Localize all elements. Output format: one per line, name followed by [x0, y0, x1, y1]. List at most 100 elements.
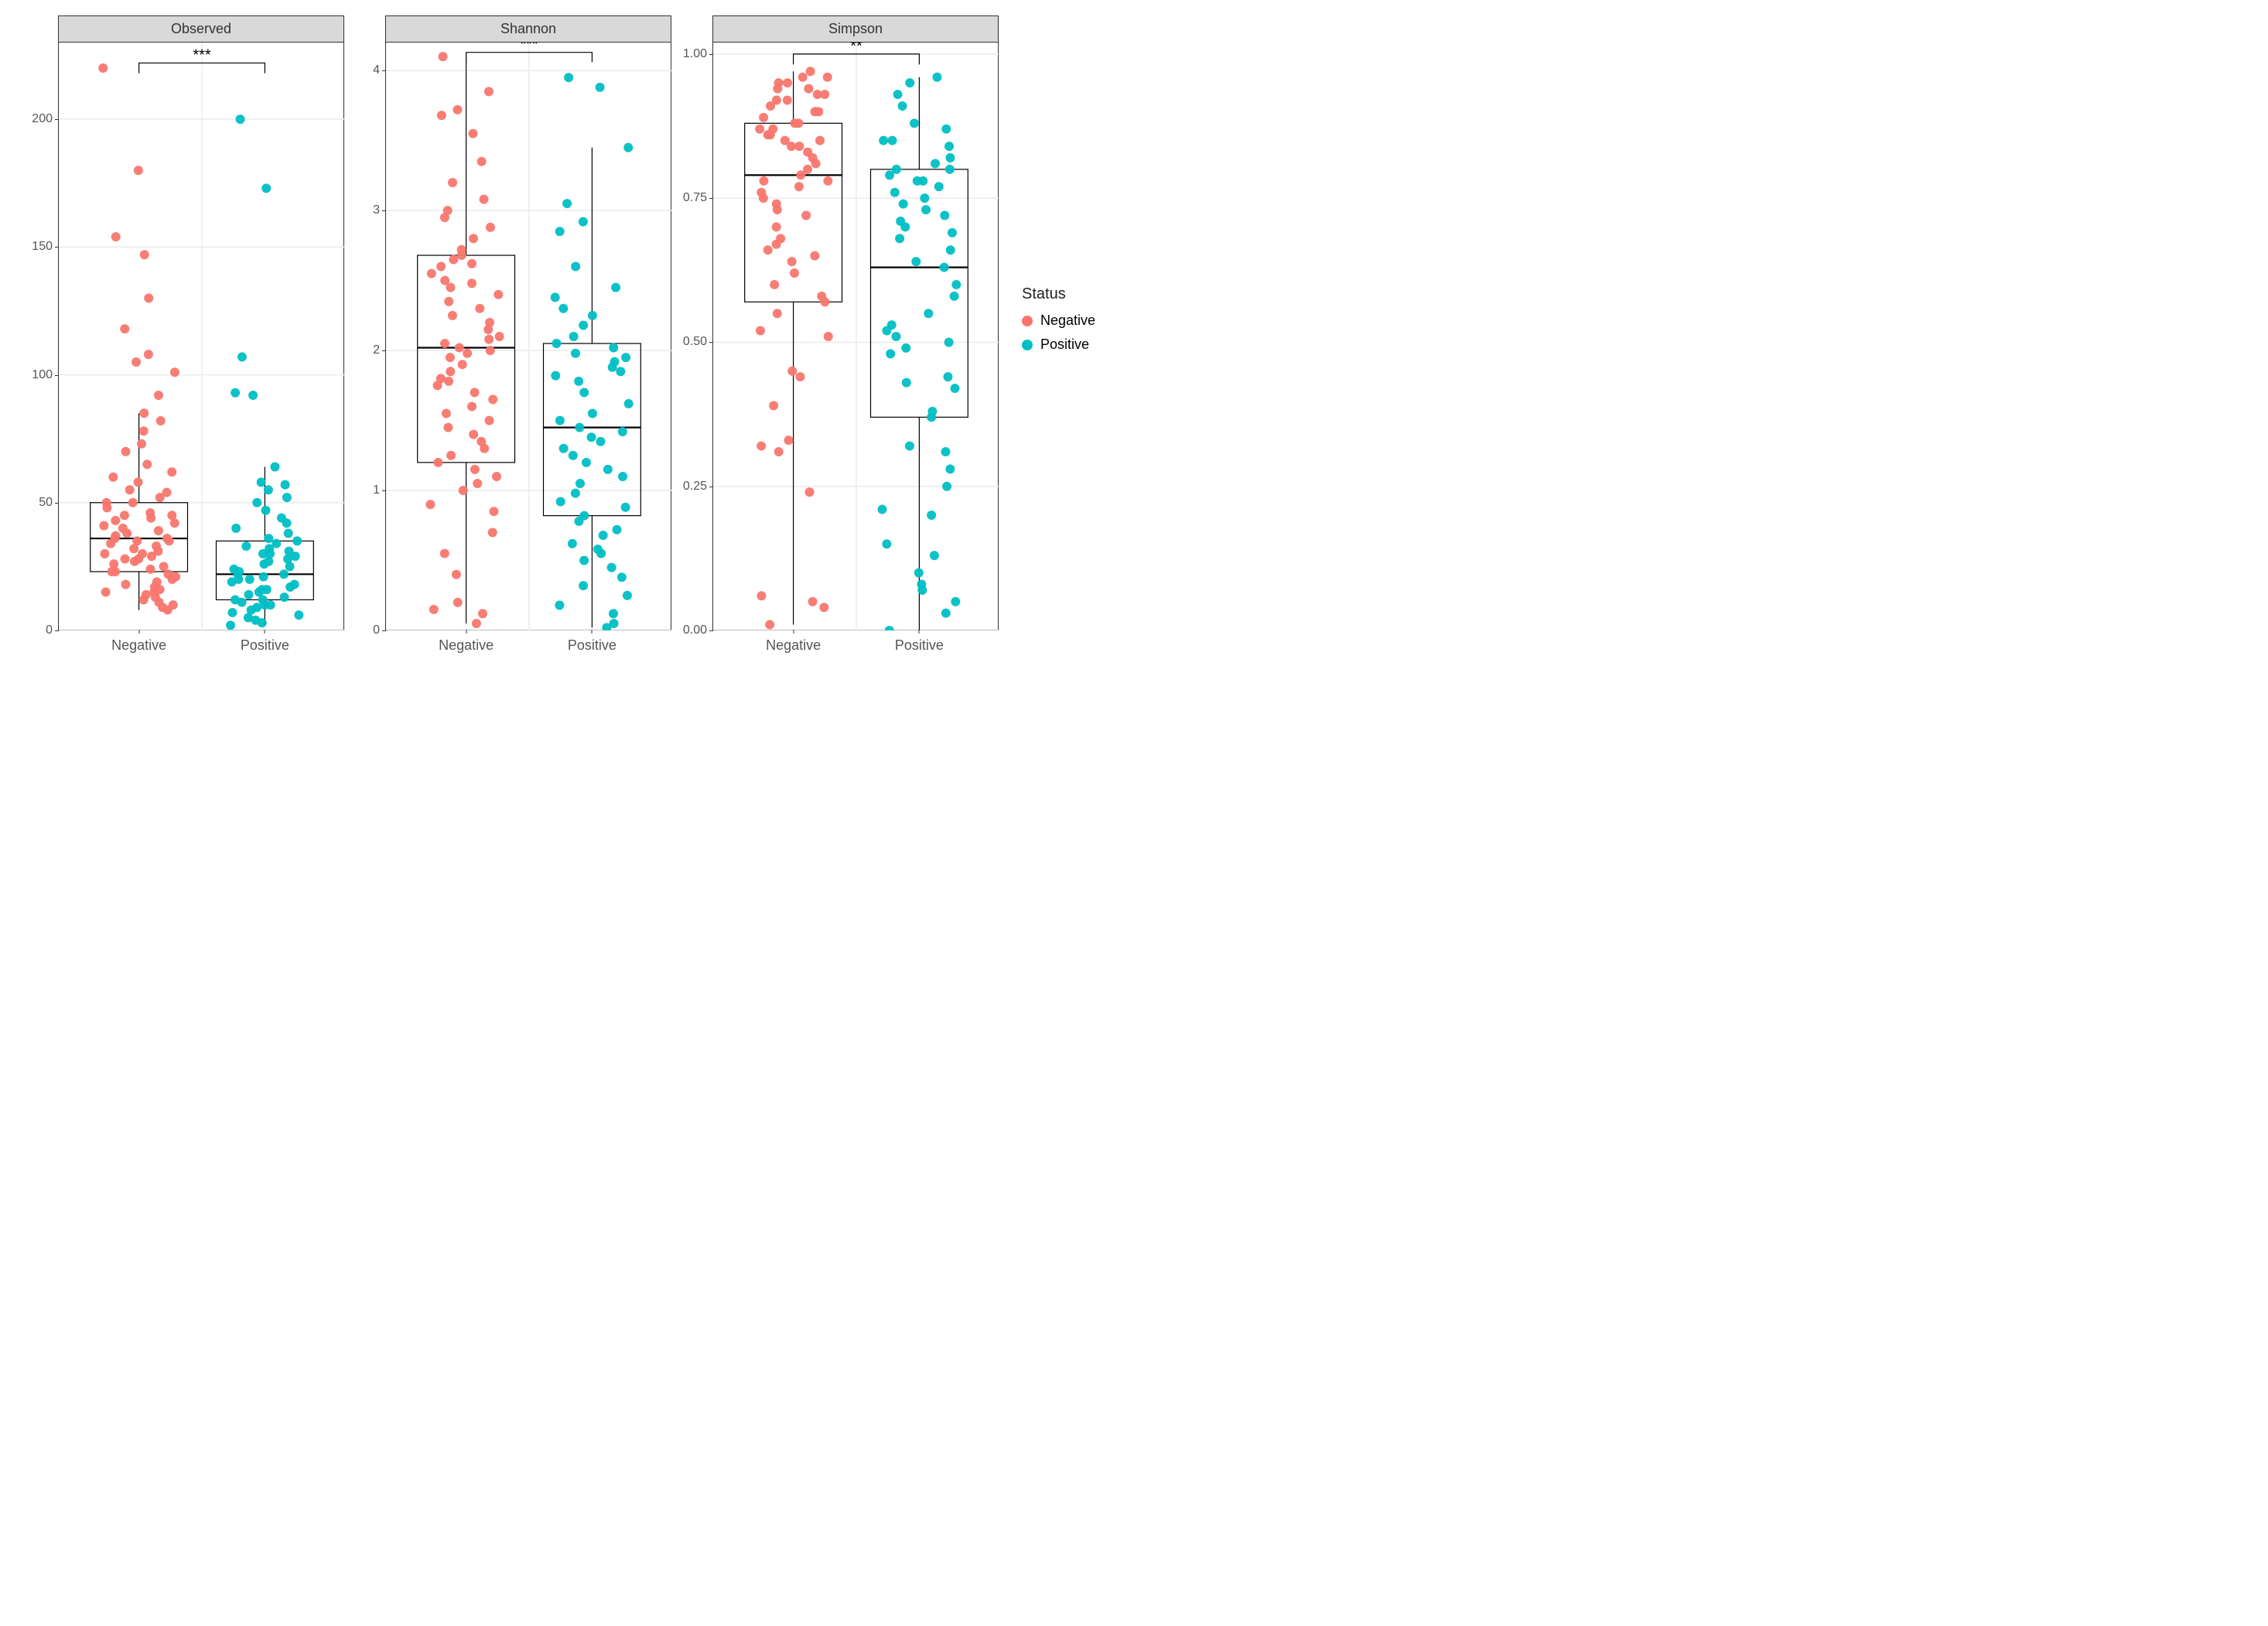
- x-tick-mark: [793, 630, 794, 634]
- y-tick-label: 1: [373, 483, 380, 497]
- significance-label: ***: [520, 43, 538, 53]
- data-point: [819, 603, 828, 612]
- data-point: [167, 467, 176, 477]
- data-point: [470, 465, 480, 474]
- data-point: [794, 142, 804, 151]
- data-point: [292, 536, 302, 545]
- data-point: [132, 536, 142, 545]
- data-point: [893, 90, 903, 99]
- data-point: [934, 182, 944, 191]
- data-point: [484, 335, 494, 344]
- data-point: [574, 377, 583, 386]
- data-point: [607, 563, 617, 572]
- data-point: [486, 223, 495, 232]
- data-point: [111, 232, 121, 241]
- y-tick-label: 3: [373, 203, 380, 217]
- data-point: [429, 605, 439, 614]
- data-point: [587, 432, 596, 442]
- data-point: [98, 63, 108, 73]
- plot-svg: ***: [386, 43, 672, 630]
- x-axis: NegativePositive: [59, 630, 343, 657]
- data-point: [902, 378, 911, 388]
- data-point: [945, 165, 955, 174]
- panel: Observed050100150200NegativePositive***: [58, 15, 344, 630]
- data-point: [877, 505, 886, 514]
- y-tick-label: 50: [39, 496, 53, 510]
- data-point: [611, 283, 620, 292]
- data-point: [484, 87, 494, 96]
- data-point: [804, 84, 813, 94]
- y-tick-mark: [382, 210, 386, 211]
- data-point: [259, 572, 268, 582]
- data-point: [452, 570, 461, 579]
- y-tick-label: 0.50: [683, 335, 707, 349]
- data-point: [142, 590, 151, 600]
- data-point: [139, 408, 149, 418]
- data-point: [917, 579, 926, 589]
- x-tick-label: Negative: [766, 637, 821, 654]
- panel: Shannon01234NegativePositive***: [385, 15, 671, 630]
- data-point: [120, 511, 129, 520]
- data-point: [449, 254, 458, 264]
- data-point: [470, 388, 480, 397]
- plot-area: 01234NegativePositive***: [385, 43, 671, 630]
- plot-area: 0.000.250.500.751.00NegativePositive**: [712, 43, 999, 630]
- data-point: [823, 176, 832, 186]
- data-point: [905, 78, 914, 87]
- data-point: [121, 554, 130, 563]
- data-point: [453, 105, 462, 114]
- data-point: [564, 73, 573, 82]
- data-point: [579, 321, 588, 330]
- data-point: [231, 595, 240, 604]
- x-tick-mark: [919, 630, 920, 634]
- data-point: [109, 559, 118, 569]
- data-point: [892, 165, 901, 174]
- data-point: [226, 620, 235, 630]
- data-point: [433, 458, 442, 467]
- data-point: [950, 292, 959, 301]
- data-point: [152, 541, 161, 551]
- data-point: [783, 78, 792, 87]
- data-point: [621, 353, 630, 362]
- data-point: [101, 587, 111, 596]
- y-tick-mark: [709, 342, 713, 343]
- y-axis: 050100150200: [20, 43, 59, 630]
- data-point: [755, 125, 764, 134]
- y-tick-mark: [55, 247, 59, 248]
- data-point: [805, 487, 815, 497]
- data-point: [241, 541, 251, 551]
- data-point: [120, 324, 129, 333]
- data-point: [815, 136, 825, 145]
- data-point: [951, 597, 960, 606]
- data-point: [551, 292, 560, 302]
- data-point: [144, 350, 153, 359]
- data-point: [284, 528, 293, 538]
- data-point: [757, 188, 766, 197]
- data-point: [886, 349, 895, 358]
- data-point: [440, 548, 449, 558]
- data-point: [618, 427, 627, 436]
- legend-swatch-icon: [1022, 316, 1033, 326]
- data-point: [596, 83, 605, 92]
- data-point: [911, 257, 921, 266]
- data-point: [285, 547, 294, 556]
- data-point: [463, 349, 472, 358]
- data-point: [814, 107, 823, 116]
- x-axis: NegativePositive: [386, 630, 671, 657]
- y-axis: 01234: [347, 43, 386, 630]
- data-point: [162, 534, 172, 543]
- data-point: [111, 516, 120, 525]
- y-tick-label: 0.25: [683, 480, 707, 494]
- y-tick-label: 4: [373, 63, 380, 77]
- data-point: [623, 143, 633, 152]
- data-point: [924, 309, 933, 318]
- data-point: [492, 472, 501, 481]
- data-point: [569, 451, 578, 460]
- data-point: [478, 609, 487, 618]
- data-point: [282, 493, 292, 502]
- data-point: [879, 136, 888, 145]
- data-point: [443, 423, 453, 432]
- x-tick-label: Positive: [568, 637, 617, 654]
- data-point: [252, 603, 261, 612]
- data-point: [453, 598, 463, 607]
